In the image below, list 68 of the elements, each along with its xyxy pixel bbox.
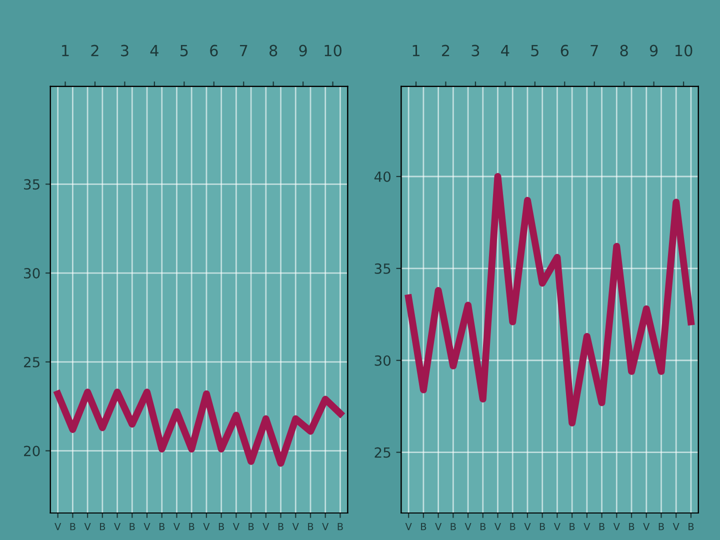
x-tick-label: B (480, 523, 486, 530)
x2-tick-label: 8 (270, 44, 278, 56)
y-tick-label: 20 (24, 446, 40, 456)
x2-tick-label: 3 (121, 44, 128, 56)
y-tick-label: 30 (24, 268, 40, 279)
x-tick-label: V (584, 523, 590, 530)
x-tick-label: V (84, 523, 91, 530)
x2-tick-label: 5 (180, 45, 188, 56)
x2-tick-label: 6 (560, 44, 569, 56)
x-tick-label: V (54, 523, 62, 530)
x-tick-label: B (218, 523, 224, 530)
x2-tick-label: 1 (412, 45, 420, 56)
x2-tick-label: 4 (501, 45, 510, 56)
y-tick-label: 25 (24, 356, 40, 368)
x2-tick-label: 1 (62, 45, 69, 56)
x-tick-label: B (130, 523, 135, 530)
x-tick-label: V (435, 523, 442, 530)
x-tick-label: B (570, 523, 575, 530)
x-tick-label: B (248, 523, 254, 530)
x-tick-label: B (688, 523, 694, 530)
x-tick-label: B (70, 523, 76, 530)
x2-tick-label: 2 (91, 44, 98, 56)
x-tick-label: B (338, 523, 343, 530)
x-tick-label: V (144, 523, 150, 530)
x-tick-label: V (232, 523, 240, 530)
x-tick-label: B (658, 523, 664, 530)
x2-tick-label: 9 (299, 44, 307, 56)
x-tick-label: V (292, 523, 299, 530)
x-tick-label: B (540, 523, 545, 530)
x-tick-label: B (421, 523, 426, 530)
y-tick-label: 25 (374, 447, 390, 458)
x-tick-label: V (672, 523, 680, 530)
x-tick-label: B (189, 523, 194, 530)
x-tick-label: B (159, 523, 165, 530)
y-tick-label: 35 (374, 263, 390, 274)
x2-tick-label: 10 (675, 44, 692, 56)
x2-tick-label: 4 (150, 45, 158, 56)
x-tick-label: B (510, 523, 516, 530)
x2-tick-label: 7 (590, 45, 598, 56)
x-tick-label: V (262, 523, 270, 530)
x-tick-label: B (629, 523, 634, 530)
x-tick-label: V (554, 523, 560, 530)
x-tick-label: V (524, 523, 531, 530)
x-tick-label: B (450, 523, 456, 530)
y-tick-label: 30 (374, 355, 391, 366)
x-tick-label: V (203, 523, 210, 530)
x2-tick-label: 7 (240, 45, 248, 56)
x2-tick-label: 10 (324, 44, 342, 56)
x2-tick-label: 5 (531, 45, 538, 56)
y-tick-label: 40 (374, 171, 391, 182)
x-tick-label: V (405, 523, 412, 530)
x-tick-label: V (643, 523, 650, 530)
x-tick-label: V (494, 523, 502, 530)
x-tick-label: V (173, 523, 180, 530)
x-tick-label: V (114, 523, 121, 530)
x-tick-label: B (100, 523, 106, 530)
x-tick-label: B (599, 523, 604, 530)
x-tick-label: V (464, 523, 472, 530)
x2-tick-label: 8 (620, 44, 628, 56)
x-tick-label: V (322, 523, 329, 530)
x2-tick-label: 6 (210, 44, 218, 56)
x2-tick-label: 2 (442, 44, 450, 56)
x-tick-label: B (278, 523, 284, 530)
x-tick-label: B (308, 523, 314, 530)
x2-tick-label: 3 (472, 44, 480, 56)
x-tick-label: V (613, 523, 620, 530)
x2-tick-label: 9 (650, 44, 658, 56)
y-tick-label: 35 (24, 179, 40, 190)
